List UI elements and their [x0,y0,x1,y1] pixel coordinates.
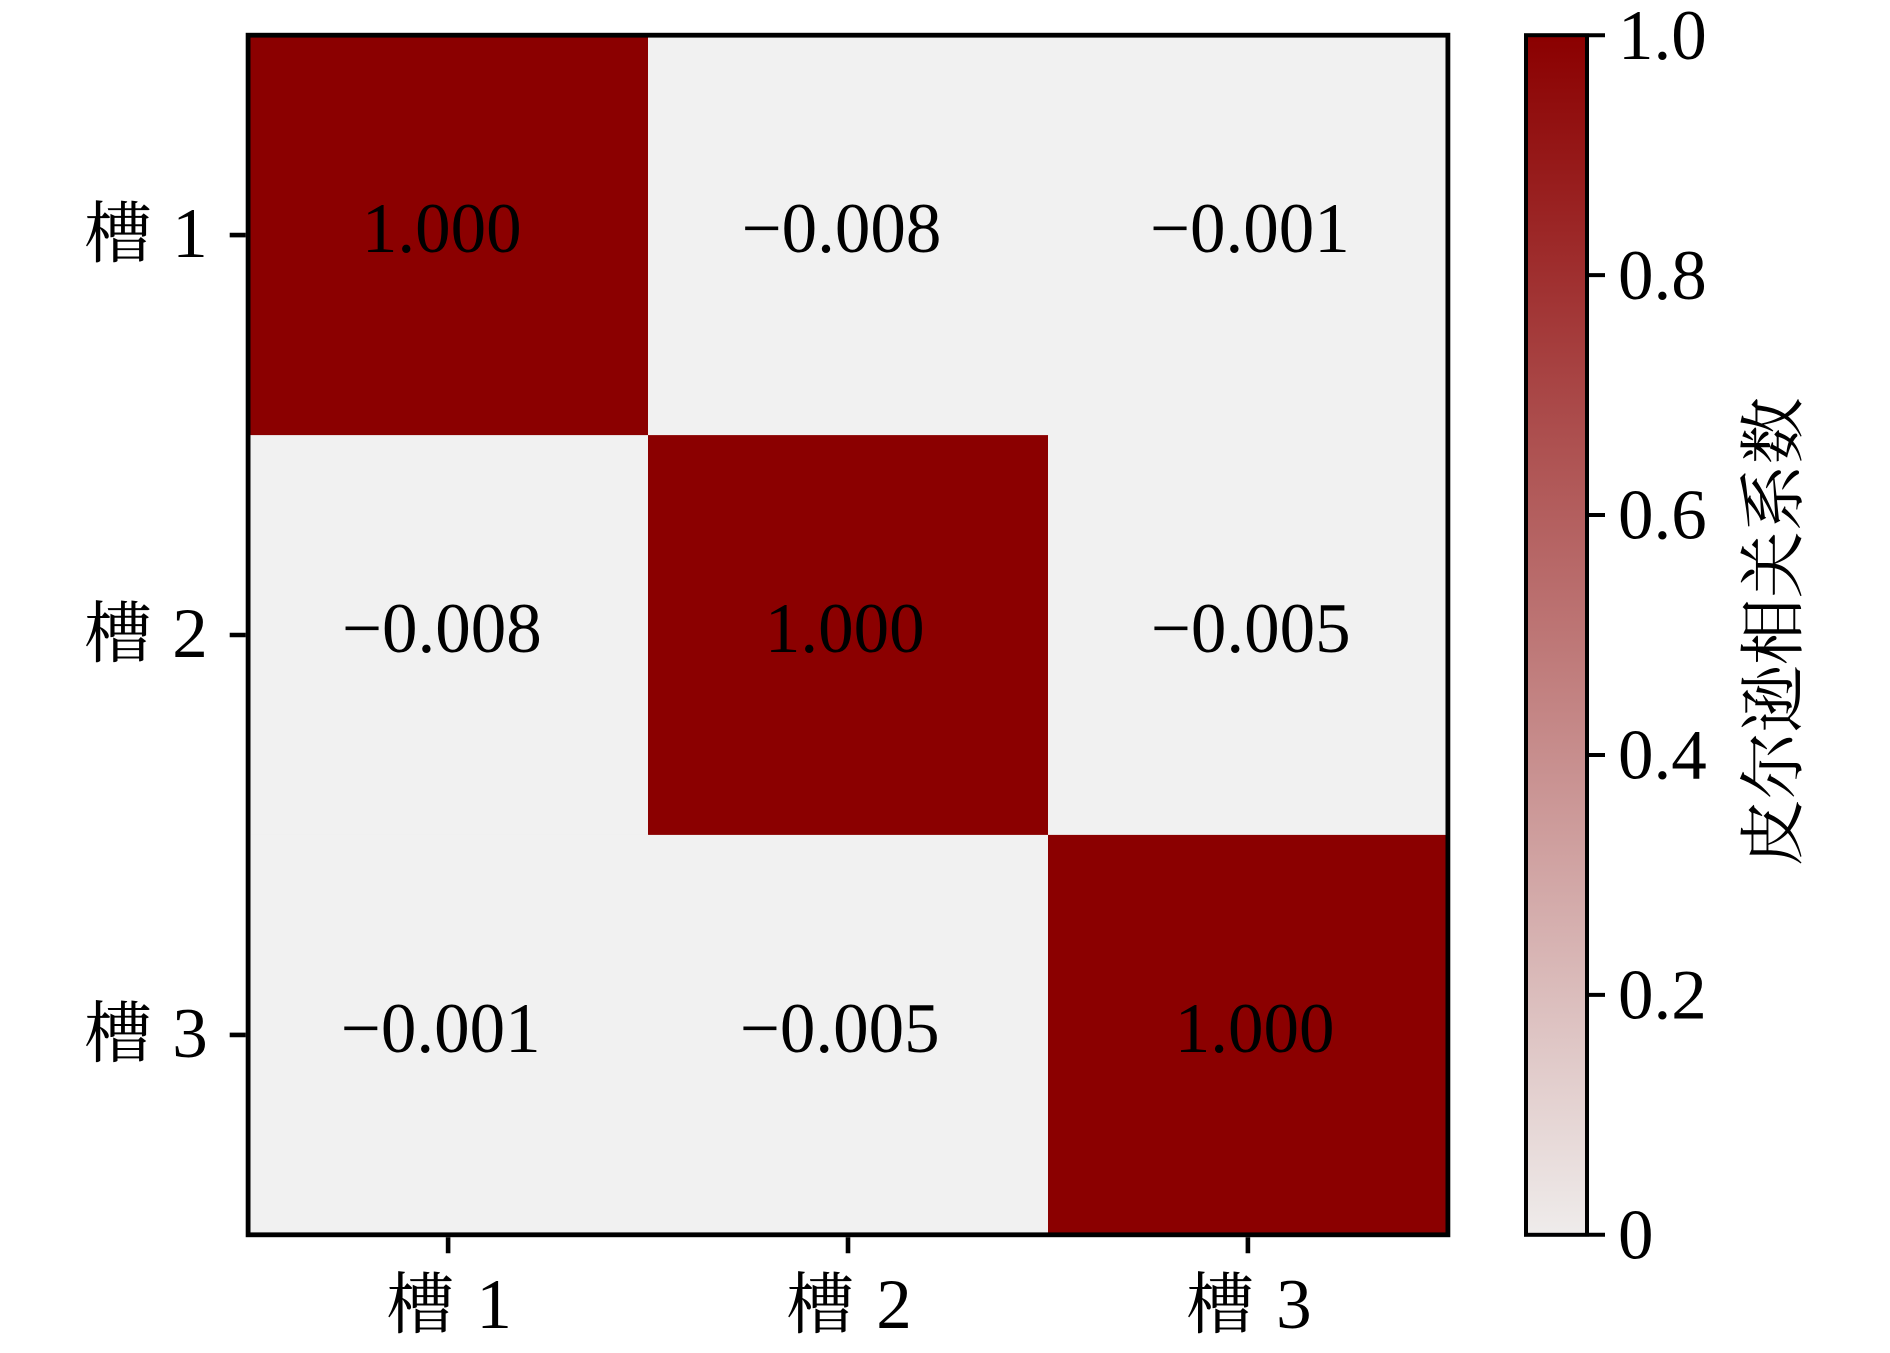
svg-text:2: 2 [876,1266,912,1344]
svg-text:1.000: 1.000 [765,590,925,668]
svg-text:0.6: 0.6 [1618,477,1707,555]
svg-text:−0.008: −0.008 [742,190,942,268]
svg-text:−0.008: −0.008 [342,590,542,668]
svg-text:0.8: 0.8 [1618,237,1707,315]
svg-text:1: 1 [172,195,208,273]
svg-text:3: 3 [1276,1266,1312,1344]
svg-text:3: 3 [172,995,208,1073]
svg-text:−0.001: −0.001 [341,990,541,1068]
svg-text:0.2: 0.2 [1618,957,1707,1035]
svg-text:2: 2 [172,595,208,673]
svg-text:−0.005: −0.005 [740,990,940,1068]
svg-text:0: 0 [1618,1197,1654,1275]
svg-text:1: 1 [476,1266,512,1344]
svg-text:1.000: 1.000 [1175,990,1335,1068]
svg-text:−0.005: −0.005 [1151,590,1351,668]
svg-text:1.000: 1.000 [362,190,522,268]
svg-text:−0.001: −0.001 [1150,190,1350,268]
svg-text:0.4: 0.4 [1618,717,1707,795]
svg-text:1.0: 1.0 [1618,0,1707,75]
